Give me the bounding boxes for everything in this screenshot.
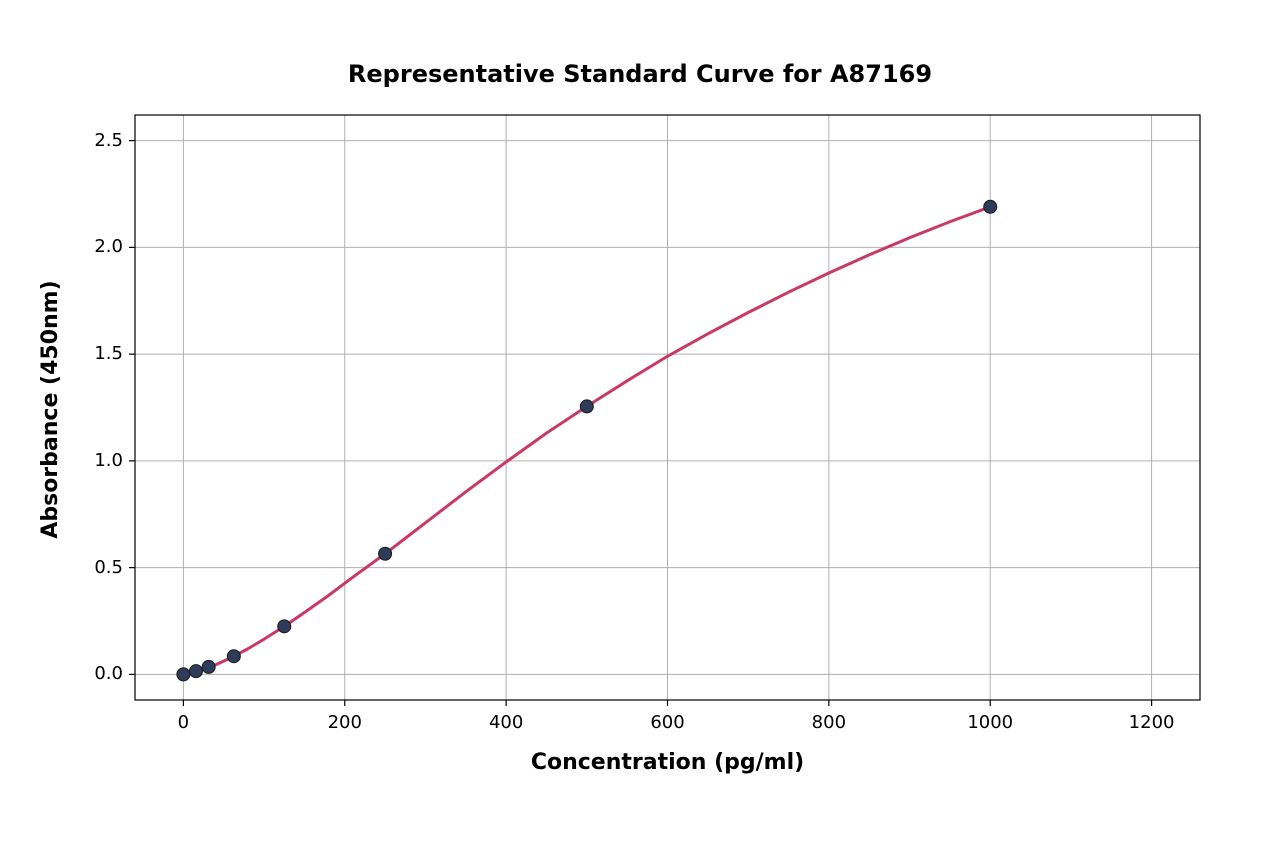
y-tick-label: 1.5: [63, 343, 123, 364]
data-marker: [278, 620, 291, 633]
data-marker: [189, 665, 202, 678]
figure: Representative Standard Curve for A87169…: [0, 0, 1280, 845]
x-tick-label: 800: [789, 712, 869, 733]
plot-area: [135, 115, 1200, 700]
y-tick-label: 0.5: [63, 557, 123, 578]
x-tick-label: 1200: [1112, 712, 1192, 733]
x-tick-label: 0: [143, 712, 223, 733]
x-tick-label: 600: [628, 712, 708, 733]
x-tick-label: 400: [466, 712, 546, 733]
data-marker: [379, 547, 392, 560]
data-marker: [580, 400, 593, 413]
y-tick-label: 2.0: [63, 236, 123, 257]
x-axis-label: Concentration (pg/ml): [135, 750, 1200, 775]
data-marker: [227, 650, 240, 663]
data-marker: [177, 668, 190, 681]
data-marker: [202, 660, 215, 673]
y-tick-label: 1.0: [63, 450, 123, 471]
x-tick-label: 200: [305, 712, 385, 733]
y-tick-label: 2.5: [63, 130, 123, 151]
y-axis-label: Absorbance (450nm): [38, 117, 63, 702]
x-tick-label: 1000: [950, 712, 1030, 733]
y-tick-label: 0.0: [63, 663, 123, 684]
chart-title: Representative Standard Curve for A87169: [0, 60, 1280, 88]
data-marker: [984, 200, 997, 213]
